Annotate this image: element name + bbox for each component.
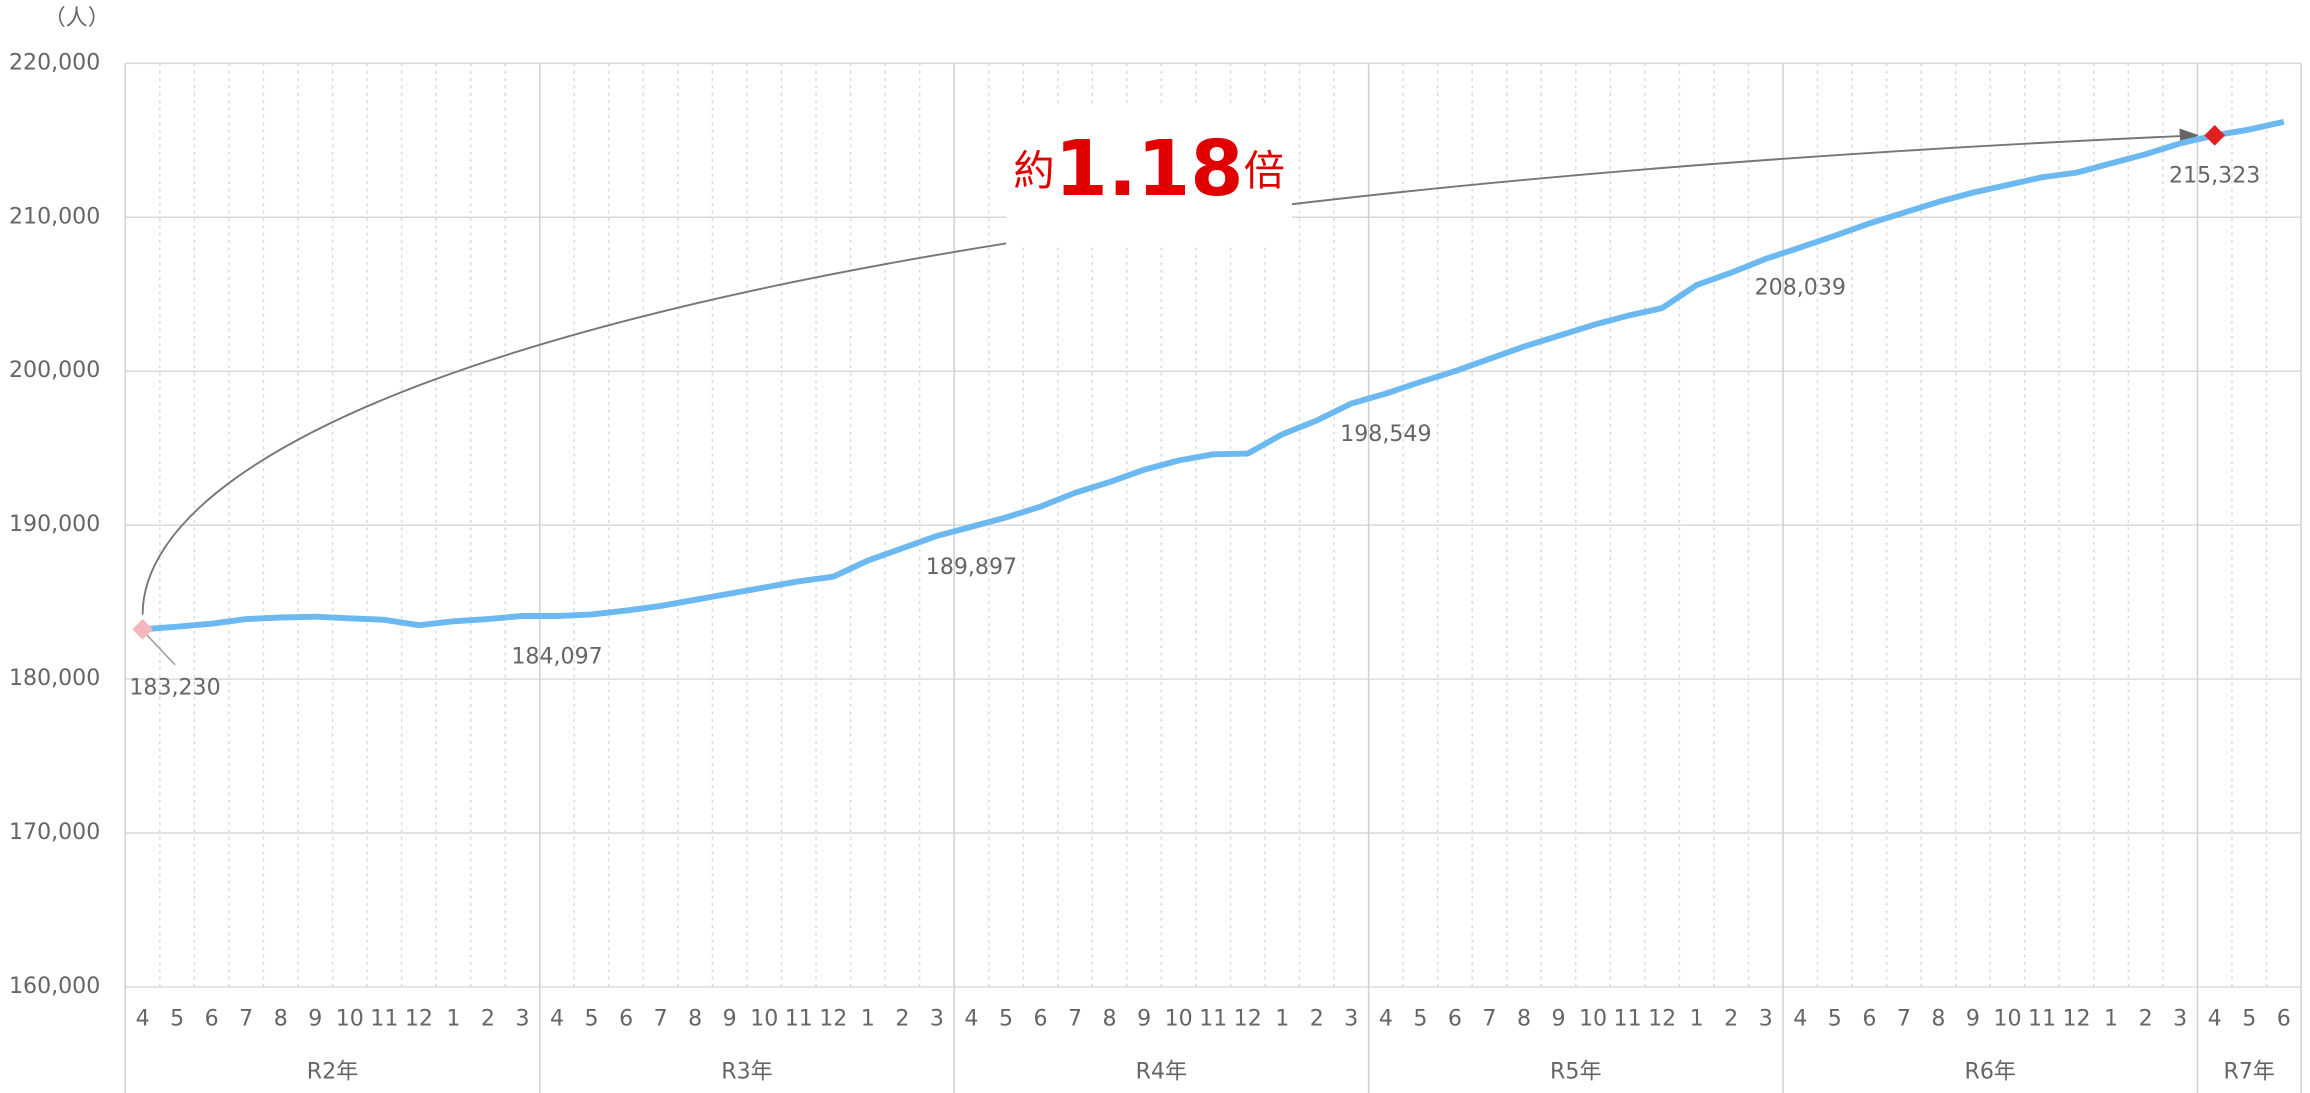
y-tick-label: 200,000: [9, 357, 100, 383]
x-tick-label: 11: [785, 1005, 813, 1031]
year-label: R4年: [1136, 1058, 1187, 1084]
x-tick-label: 6: [619, 1005, 633, 1031]
y-tick-label: 180,000: [9, 665, 100, 691]
x-tick-label: 3: [930, 1005, 944, 1031]
x-tick-label: 6: [1862, 1005, 1876, 1031]
x-tick-label: 7: [239, 1005, 253, 1031]
annotation-part: 倍: [1244, 147, 1285, 195]
x-tick-label: 8: [688, 1005, 702, 1031]
x-tick-label: 2: [2139, 1005, 2153, 1031]
x-tick-label: 10: [1993, 1005, 2021, 1031]
x-tick-label: 4: [1379, 1005, 1393, 1031]
value-label: 189,897: [926, 554, 1017, 580]
x-tick-label: 2: [481, 1005, 495, 1031]
x-tick-label: 7: [1897, 1005, 1911, 1031]
x-tick-label: 8: [1931, 1005, 1945, 1031]
x-tick-label: 1: [1690, 1005, 1704, 1031]
annotation-arrow: [141, 128, 2199, 615]
x-tick-label: 1: [861, 1005, 875, 1031]
y-tick-label: 190,000: [9, 511, 100, 537]
x-tick-label: 3: [1344, 1005, 1358, 1031]
x-tick-label: 10: [1165, 1005, 1193, 1031]
x-tick-label: 5: [2242, 1005, 2256, 1031]
x-tick-label: 5: [999, 1005, 1013, 1031]
value-label: 198,549: [1340, 421, 1431, 447]
x-tick-label: 11: [1614, 1005, 1642, 1031]
x-tick-label: 8: [1103, 1005, 1117, 1031]
x-tick-label: 10: [1579, 1005, 1607, 1031]
value-label: 215,323: [2169, 163, 2260, 189]
x-tick-label: 10: [750, 1005, 778, 1031]
year-label: R7年: [2223, 1058, 2274, 1084]
value-label: 184,097: [511, 643, 602, 669]
x-tick-label: 7: [1068, 1005, 1082, 1031]
x-tick-label: 6: [1033, 1005, 1047, 1031]
x-tick-label: 3: [1759, 1005, 1773, 1031]
x-tick-label: 3: [515, 1005, 529, 1031]
annotation: 約1.18倍: [1013, 125, 1284, 214]
y-tick-label: 160,000: [9, 973, 100, 999]
x-tick-label: 7: [654, 1005, 668, 1031]
x-tick-label: 9: [723, 1005, 737, 1031]
x-tick-label: 2: [895, 1005, 909, 1031]
x-tick-label: 9: [1552, 1005, 1566, 1031]
x-tick-label: 11: [1199, 1005, 1227, 1031]
x-tick-label: 5: [585, 1005, 599, 1031]
x-tick-label: 6: [2277, 1005, 2291, 1031]
x-tick-label: 2: [1724, 1005, 1738, 1031]
x-tick-label: 8: [1517, 1005, 1531, 1031]
x-tick-label: 6: [205, 1005, 219, 1031]
x-tick-label: 4: [2208, 1005, 2222, 1031]
y-axis-label: （人）: [44, 5, 110, 31]
x-tick-label: 12: [2063, 1005, 2091, 1031]
year-label: R5年: [1550, 1058, 1601, 1084]
x-tick-label: 4: [550, 1005, 564, 1031]
x-tick-label: 11: [370, 1005, 398, 1031]
point-marker: [132, 619, 153, 640]
x-tick-label: 12: [1234, 1005, 1262, 1031]
x-tick-label: 9: [308, 1005, 322, 1031]
x-tick-label: 2: [1310, 1005, 1324, 1031]
value-label: 183,230: [129, 674, 220, 700]
x-tick-label: 11: [2028, 1005, 2056, 1031]
annotation-box: [1006, 106, 1292, 248]
x-tick-label: 10: [336, 1005, 364, 1031]
x-tick-label: 8: [274, 1005, 288, 1031]
x-tick-label: 1: [1275, 1005, 1289, 1031]
x-tick-label: 7: [1482, 1005, 1496, 1031]
year-label: R2年: [307, 1058, 358, 1084]
year-label: R6年: [1964, 1058, 2015, 1084]
y-tick-label: 210,000: [9, 203, 100, 229]
x-tick-label: 9: [1966, 1005, 1980, 1031]
year-label: R3年: [721, 1058, 772, 1084]
x-tick-label: 5: [170, 1005, 184, 1031]
value-label: 208,039: [1755, 275, 1846, 301]
x-tick-label: 5: [1413, 1005, 1427, 1031]
x-tick-label: 4: [964, 1005, 978, 1031]
x-tick-label: 5: [1828, 1005, 1842, 1031]
point-marker: [2204, 125, 2226, 146]
annotation-part: 1.18: [1055, 125, 1244, 214]
x-tick-label: 9: [1137, 1005, 1151, 1031]
x-tick-label: 12: [1648, 1005, 1676, 1031]
y-tick-label: 220,000: [9, 49, 100, 75]
data-line: [142, 118, 2285, 633]
annotation-part: 約: [1013, 147, 1054, 195]
x-tick-label: 1: [446, 1005, 460, 1031]
x-tick-label: 4: [1793, 1005, 1807, 1031]
x-tick-label: 6: [1448, 1005, 1462, 1031]
x-tick-label: 12: [819, 1005, 847, 1031]
x-tick-label: 4: [136, 1005, 150, 1031]
x-tick-label: 3: [2173, 1005, 2187, 1031]
y-tick-label: 170,000: [9, 819, 100, 845]
label-leader: [146, 634, 176, 666]
x-tick-label: 12: [405, 1005, 433, 1031]
x-tick-label: 1: [2104, 1005, 2118, 1031]
